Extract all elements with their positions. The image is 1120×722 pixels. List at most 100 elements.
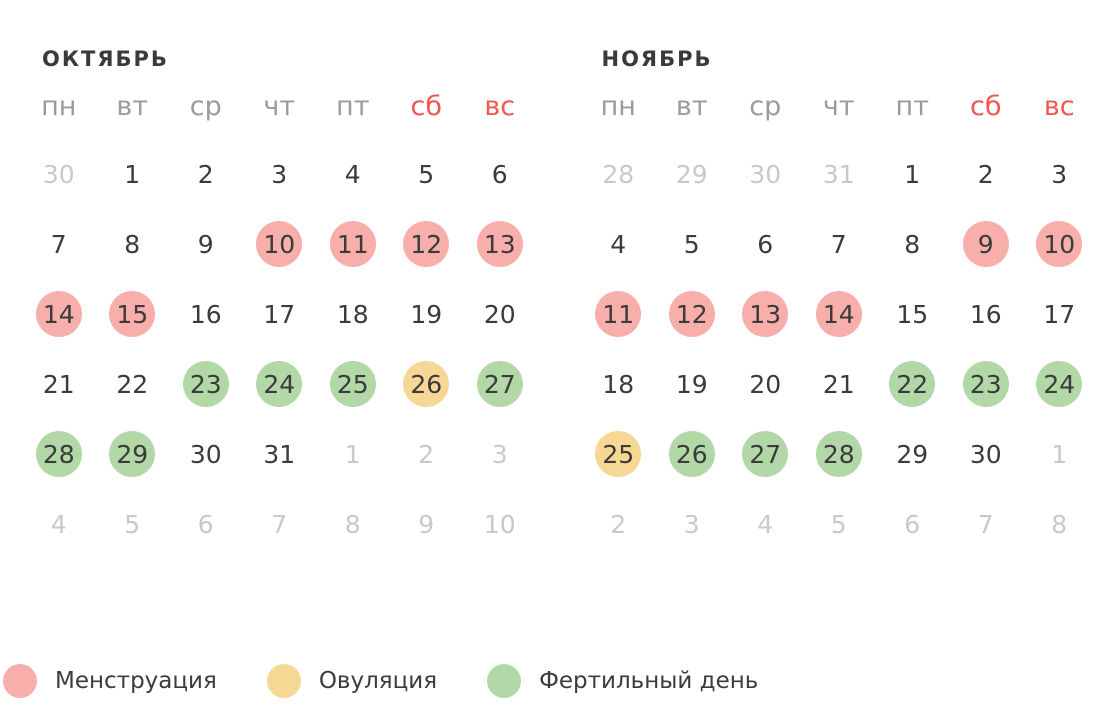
day-cell: 6 bbox=[876, 489, 950, 559]
month-title: ОКТЯБРЬ bbox=[42, 47, 169, 71]
day-number: 30 bbox=[969, 439, 1002, 469]
day-number: 12 bbox=[403, 221, 450, 267]
day-cell: 9 bbox=[390, 489, 464, 559]
day-number: 7 bbox=[977, 509, 994, 539]
day-number: 21 bbox=[822, 369, 855, 399]
day-grid: 28 29 30 31 1 2 3 4 5 6 7 8 9 10 11 12 13 14 15 16 17 18 19 20 2… bbox=[582, 139, 1097, 559]
day-cell: 8 bbox=[876, 209, 950, 279]
day-cell: 13 bbox=[729, 279, 803, 349]
day-cell: 1 bbox=[316, 419, 390, 489]
day-cell: 3 bbox=[655, 489, 729, 559]
day-number: 4 bbox=[757, 509, 774, 539]
day-cell: 1 bbox=[1023, 419, 1097, 489]
day-number: 1 bbox=[124, 159, 141, 189]
day-number: 7 bbox=[50, 229, 67, 259]
day-cell: 14 bbox=[22, 279, 96, 349]
day-cell: 5 bbox=[802, 489, 876, 559]
day-cell: 17 bbox=[243, 279, 317, 349]
day-cell: 5 bbox=[390, 139, 464, 209]
day-cell: 30 bbox=[949, 419, 1023, 489]
day-cell: 2 bbox=[169, 139, 243, 209]
day-number: 20 bbox=[483, 299, 516, 329]
day-cell: 25 bbox=[582, 419, 656, 489]
day-number: 6 bbox=[757, 229, 774, 259]
day-cell: 10 bbox=[463, 489, 537, 559]
day-cell: 23 bbox=[169, 349, 243, 419]
day-cell: 3 bbox=[243, 139, 317, 209]
day-number: 5 bbox=[418, 159, 435, 189]
day-number: 26 bbox=[403, 361, 450, 407]
weekday-label: вт bbox=[116, 90, 149, 122]
day-cell: 3 bbox=[1023, 139, 1097, 209]
day-number: 27 bbox=[742, 431, 789, 477]
month-november: НОЯБРЬ пн вт ср чт пт сб вс 28 29 30 31 1 2 3 4 5 6 7 8 9 1… bbox=[582, 40, 1097, 559]
day-cell: 8 bbox=[96, 209, 170, 279]
day-cell: 7 bbox=[802, 209, 876, 279]
day-cell: 30 bbox=[729, 139, 803, 209]
weekday-label: пн bbox=[41, 90, 77, 122]
day-number: 8 bbox=[904, 229, 921, 259]
day-number: 9 bbox=[962, 221, 1009, 267]
day-cell: 9 bbox=[949, 209, 1023, 279]
day-number: 29 bbox=[675, 159, 708, 189]
day-cell: 12 bbox=[655, 279, 729, 349]
legend-label: Фертильный день bbox=[539, 668, 759, 694]
day-number: 15 bbox=[109, 291, 156, 337]
legend-label: Овуляция bbox=[318, 668, 438, 694]
day-cell: 31 bbox=[243, 419, 317, 489]
weekday-label: вс bbox=[1043, 90, 1075, 122]
day-number: 12 bbox=[668, 291, 715, 337]
day-cell: 5 bbox=[655, 209, 729, 279]
legend-label: Менструация bbox=[55, 668, 217, 694]
day-cell: 8 bbox=[316, 489, 390, 559]
day-number: 1 bbox=[1051, 439, 1068, 469]
day-number: 17 bbox=[1043, 299, 1076, 329]
day-number: 10 bbox=[1036, 221, 1083, 267]
day-number: 5 bbox=[124, 509, 141, 539]
day-number: 30 bbox=[42, 159, 75, 189]
day-number: 13 bbox=[476, 221, 523, 267]
day-number: 2 bbox=[977, 159, 994, 189]
day-cell: 26 bbox=[390, 349, 464, 419]
day-cell: 6 bbox=[729, 209, 803, 279]
day-number: 14 bbox=[35, 291, 82, 337]
day-number: 3 bbox=[1051, 159, 1068, 189]
day-cell: 27 bbox=[729, 419, 803, 489]
day-number: 11 bbox=[329, 221, 376, 267]
day-cell: 18 bbox=[316, 279, 390, 349]
legend: Менструация Овуляция Фертильный день bbox=[3, 664, 808, 698]
day-number: 11 bbox=[595, 291, 642, 337]
day-cell: 4 bbox=[22, 489, 96, 559]
weekday-label: вт bbox=[675, 90, 708, 122]
day-cell: 30 bbox=[169, 419, 243, 489]
day-cell: 7 bbox=[22, 209, 96, 279]
day-number: 20 bbox=[749, 369, 782, 399]
day-number: 2 bbox=[418, 439, 435, 469]
day-cell: 12 bbox=[390, 209, 464, 279]
day-cell: 20 bbox=[463, 279, 537, 349]
day-number: 30 bbox=[749, 159, 782, 189]
weekday-label: сб bbox=[410, 90, 443, 122]
day-number: 5 bbox=[830, 509, 847, 539]
day-cell: 30 bbox=[22, 139, 96, 209]
day-cell: 21 bbox=[802, 349, 876, 419]
day-number: 3 bbox=[683, 509, 700, 539]
cycle-calendar: ОКТЯБРЬ пн вт ср чт пт сб вс 30 1 2 3 4 5 6 7 8 9 10 11 12… bbox=[22, 40, 1096, 559]
day-number: 6 bbox=[904, 509, 921, 539]
weekday-label: ср bbox=[749, 90, 782, 122]
day-number: 4 bbox=[50, 509, 67, 539]
day-cell: 15 bbox=[96, 279, 170, 349]
day-number: 10 bbox=[483, 509, 516, 539]
day-number: 4 bbox=[344, 159, 361, 189]
day-number: 1 bbox=[344, 439, 361, 469]
day-cell: 11 bbox=[582, 279, 656, 349]
day-cell: 7 bbox=[243, 489, 317, 559]
day-cell: 24 bbox=[243, 349, 317, 419]
day-number: 28 bbox=[815, 431, 862, 477]
legend-dot-fertile-icon bbox=[487, 664, 522, 698]
day-number: 4 bbox=[610, 229, 627, 259]
day-cell: 5 bbox=[96, 489, 170, 559]
day-cell: 29 bbox=[876, 419, 950, 489]
day-number: 2 bbox=[610, 509, 627, 539]
day-number: 29 bbox=[896, 439, 929, 469]
